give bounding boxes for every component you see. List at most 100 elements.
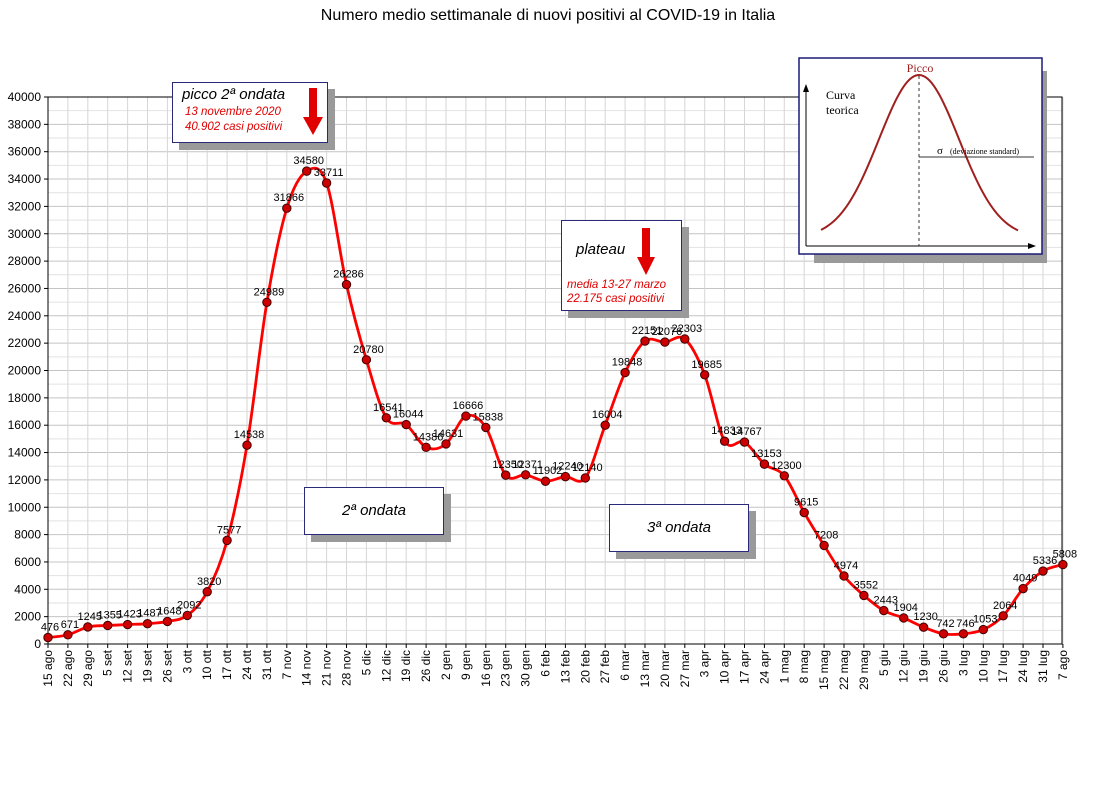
data-label: 12350	[492, 459, 523, 471]
y-tick-label: 20000	[8, 364, 42, 378]
y-tick-label: 32000	[8, 199, 42, 213]
x-tick-label: 3 lug	[956, 650, 970, 676]
data-point	[580, 473, 590, 483]
data-label: 26286	[333, 269, 364, 281]
inset-sigma-symbol: σ	[937, 145, 943, 157]
data-point	[461, 411, 471, 421]
x-tick-label: 19 dic	[399, 650, 413, 682]
x-tick-label: 17 lug	[996, 650, 1010, 683]
x-tick-label: 27 mar	[678, 650, 692, 687]
x-tick-label: 26 giu	[937, 650, 951, 683]
x-tick-label: 20 mar	[658, 650, 672, 687]
data-point	[958, 629, 969, 639]
data-point	[321, 178, 332, 188]
x-tick-label: 31 lug	[1036, 650, 1050, 683]
plateau-annotation-period: media 13-27 marzo	[567, 279, 667, 291]
data-label: 16541	[373, 402, 404, 414]
data-point	[282, 203, 292, 213]
data-label: 14538	[234, 429, 265, 441]
x-tick-label: 27 feb	[598, 650, 612, 684]
x-tick-label: 28 nov	[340, 650, 354, 686]
data-label: 14386	[413, 431, 444, 443]
data-point	[540, 476, 551, 486]
data-label: 4974	[834, 560, 858, 572]
inset-gaussian-curve	[820, 74, 1019, 232]
data-label: 11902	[533, 465, 563, 477]
x-tick-label: 17 apr	[738, 650, 752, 684]
x-axis: 15 ago 22 ago 29 ago 5 set 12 set 19 set 26 se…	[41, 644, 1070, 690]
x-tick-label: 13 mar	[638, 650, 652, 687]
x-tick-label: 5 set	[101, 649, 115, 676]
data-label: 12240	[552, 461, 583, 473]
data-point	[103, 620, 113, 631]
data-point	[481, 422, 491, 433]
data-point	[441, 439, 451, 449]
data-point	[182, 610, 193, 621]
x-tick-label: 5 giu	[877, 650, 891, 676]
data-point	[401, 419, 411, 430]
data-label: 31866	[274, 192, 305, 204]
down-arrow-icon	[303, 88, 323, 135]
data-point	[381, 413, 391, 423]
data-label: 4049	[1013, 573, 1037, 585]
x-tick-label: 10 lug	[976, 650, 990, 683]
data-point	[242, 440, 252, 450]
x-tick-label: 10 ott	[200, 649, 214, 680]
data-point	[859, 590, 869, 601]
data-label: 13153	[751, 448, 782, 460]
x-tick-label: 12 set	[121, 649, 135, 682]
data-point	[918, 622, 929, 632]
data-label: 20780	[353, 344, 384, 356]
x-tick-label: 21 nov	[320, 650, 334, 686]
data-point	[341, 279, 352, 290]
x-tick-label: 19 set	[141, 649, 155, 682]
y-tick-label: 12000	[8, 473, 42, 487]
chart-title: Numero medio settimanale di nuovi positi…	[321, 7, 776, 24]
data-label: 24989	[254, 286, 285, 298]
x-tick-label: 7 nov	[280, 650, 294, 679]
y-tick-label: 18000	[8, 391, 42, 405]
data-point	[739, 437, 750, 447]
data-point	[998, 611, 1008, 621]
x-tick-label: 30 gen	[519, 650, 533, 687]
peak-annotation-title: picco 2ª ondata	[182, 86, 286, 103]
data-label: 12300	[771, 460, 802, 472]
data-label: 2443	[874, 595, 898, 607]
data-points	[43, 166, 1068, 643]
x-tick-label: 8 mag	[797, 650, 811, 683]
y-tick-label: 14000	[8, 446, 42, 460]
plateau-annotation-box: plateau media 13-27 marzo 22.175 casi po…	[561, 220, 682, 311]
x-tick-label: 24 apr	[757, 650, 771, 684]
x-tick-label: 29 mag	[857, 650, 871, 690]
data-label: 3552	[854, 579, 878, 591]
data-label: 14767	[731, 426, 762, 438]
data-point	[560, 471, 571, 482]
x-tick-label: 5 dic	[359, 650, 373, 675]
inset-sigma-label: (deviazione standard)	[950, 147, 1019, 156]
data-point	[660, 337, 670, 347]
data-label: 16004	[592, 409, 623, 421]
data-label: 22076	[652, 326, 683, 338]
data-label: 2092	[177, 599, 201, 611]
data-label: 1904	[893, 602, 917, 614]
data-label: 16044	[393, 409, 424, 421]
x-tick-label: 6 feb	[539, 650, 553, 677]
wave2-label: 2ª ondata	[342, 502, 406, 519]
x-tick-label: 31 ott	[260, 649, 274, 680]
x-tick-label: 12 dic	[379, 650, 393, 682]
data-point	[719, 436, 730, 446]
peak-annotation-value: 40.902 casi positivi	[185, 121, 283, 133]
x-tick-label: 26 dic	[419, 650, 433, 682]
data-point	[938, 629, 949, 639]
inset-y-arrow	[803, 84, 809, 92]
y-tick-label: 24000	[8, 309, 42, 323]
x-tick-label: 19 giu	[917, 650, 931, 683]
y-tick-label: 10000	[8, 500, 42, 514]
data-label: 9615	[794, 497, 818, 509]
data-label: 1355	[97, 609, 121, 621]
data-point	[222, 535, 232, 546]
data-label: 19848	[612, 357, 643, 369]
data-point	[142, 618, 153, 629]
inset-curve-label-1: Curva	[826, 88, 856, 102]
data-label: 34580	[293, 155, 324, 167]
